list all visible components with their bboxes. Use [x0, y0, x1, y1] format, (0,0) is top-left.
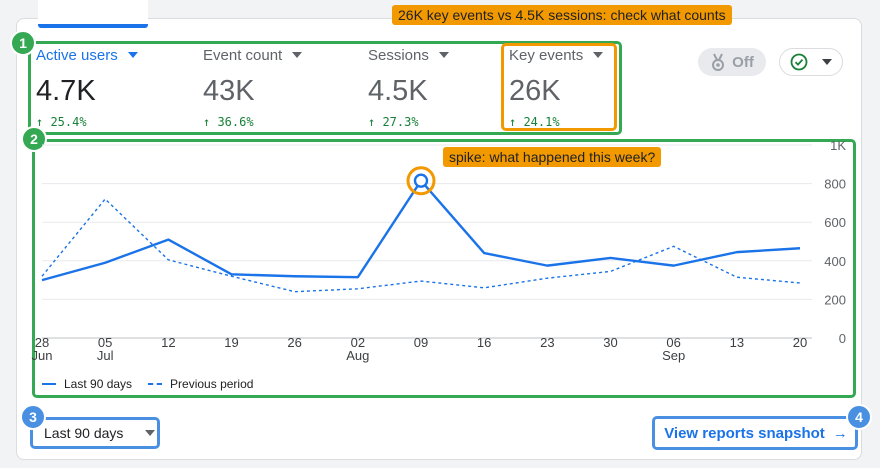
caret-down-icon [822, 59, 832, 65]
caret-down-icon [127, 52, 138, 58]
metric-value: 4.7K [36, 75, 96, 107]
annotation-badge-4: 4 [846, 404, 872, 430]
series-current-line [41, 179, 801, 282]
metric-delta: ↑ 36.6% [203, 115, 254, 129]
x-tick-label: 12 [161, 335, 175, 350]
legend-previous: Previous period [170, 377, 254, 391]
caret-down-icon [292, 52, 303, 58]
y-tick-label: 0 [839, 331, 846, 346]
view-link-label: View reports snapshot [664, 424, 825, 442]
caret-down-icon [438, 52, 449, 58]
legend-swatch-solid [42, 383, 56, 385]
annotation-badge-2: 2 [21, 126, 47, 152]
annotation-badge-1: 1 [10, 30, 36, 56]
x-tick-label: 26 [287, 335, 301, 350]
x-tick-sublabel: Sep [662, 348, 685, 363]
metric-value: 43K [203, 75, 255, 107]
metric-value: 4.5K [368, 75, 428, 107]
caret-down-icon [593, 52, 604, 58]
metric-key-events[interactable]: Key events 26K ↑ 24.1% [509, 44, 649, 129]
x-tick-sublabel: Aug [346, 348, 369, 363]
arrow-right-icon: → [832, 424, 848, 442]
metric-label[interactable]: Event count [203, 44, 343, 66]
metric-label[interactable]: Sessions [368, 44, 508, 66]
x-tick-label: 30 [603, 335, 617, 350]
x-tick-sublabel: Jul [97, 348, 114, 363]
metric-label[interactable]: Key events [509, 44, 649, 66]
metric-sessions[interactable]: Sessions 4.5K ↑ 27.3% [368, 44, 508, 129]
view-reports-snapshot-link[interactable]: View reports snapshot → [654, 418, 858, 448]
selected-tab-indicator [38, 0, 148, 28]
x-tick-label: 13 [730, 335, 744, 350]
spike-highlight-ring [406, 166, 436, 196]
metric-value: 26K [509, 75, 561, 107]
y-tick-label: 800 [824, 177, 846, 192]
overview-card [16, 18, 862, 460]
y-tick-label: 1K [830, 138, 846, 153]
date-range-label: Last 90 days [44, 425, 124, 441]
x-tick-sublabel: Jun [32, 348, 53, 363]
y-tick-label: 200 [824, 292, 846, 307]
x-tick-label: 20 [793, 335, 807, 350]
metric-delta: ↑ 25.4% [36, 115, 87, 129]
x-tick-label: 02 [351, 335, 365, 350]
annotation-badge-3: 3 [20, 404, 46, 430]
comparison-dropdown[interactable] [779, 48, 843, 76]
insights-toggle[interactable]: Off [698, 48, 766, 76]
x-tick-label: 28 [35, 335, 49, 350]
chart-legend: Last 90 days Previous period [42, 377, 253, 391]
date-range-dropdown[interactable]: Last 90 days [32, 420, 156, 446]
x-tick-label: 09 [414, 335, 428, 350]
spike-point-marker [413, 173, 429, 188]
annotation-callout-top: 26K key events vs 4.5K sessions: check w… [392, 5, 732, 25]
metric-delta: ↑ 27.3% [368, 115, 419, 129]
x-tick-label: 05 [98, 335, 112, 350]
metric-delta: ↑ 24.1% [509, 115, 560, 129]
x-tick-label: 19 [224, 335, 238, 350]
metric-label[interactable]: Active users [36, 44, 176, 66]
metric-active-users[interactable]: Active users 4.7K ↑ 25.4% [36, 44, 176, 129]
check-circle-icon [790, 53, 808, 71]
medal-icon [712, 53, 725, 71]
x-tick-label: 06 [666, 335, 680, 350]
x-tick-label: 16 [477, 335, 491, 350]
metric-event-count[interactable]: Event count 43K ↑ 36.6% [203, 44, 343, 129]
toggle-label: Off [732, 53, 754, 71]
y-tick-label: 600 [824, 215, 846, 230]
caret-down-icon [145, 430, 156, 436]
legend-swatch-dashed [148, 383, 163, 385]
annotation-callout-spike: spike: what happened this week? [443, 147, 662, 167]
y-tick-label: 400 [824, 254, 846, 269]
legend-current: Last 90 days [64, 377, 133, 391]
x-tick-label: 23 [540, 335, 554, 350]
